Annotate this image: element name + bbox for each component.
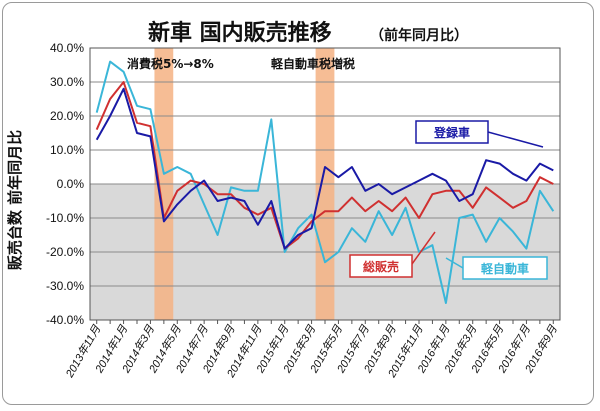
legend-label-1: 登録車 <box>433 125 470 140</box>
chart-title: 新車 国内販売推移 <box>148 20 332 46</box>
y-tick-label: 0.0% <box>57 177 85 191</box>
legend-box-2 <box>349 254 413 278</box>
y-tick-label: 30.0% <box>50 75 84 89</box>
y-tick-label: 10.0% <box>50 143 84 157</box>
legend-box-3 <box>462 256 548 280</box>
legend-leader-1 <box>487 131 544 148</box>
series-line-2 <box>95 81 554 250</box>
legend-label-2: 総販売 <box>363 259 399 274</box>
y-tick-label: -30.0% <box>46 279 84 293</box>
legend-leader-3 <box>445 257 464 269</box>
legend-leader-2 <box>411 231 436 265</box>
y-tick-label: 40.0% <box>50 41 84 55</box>
annotation-kei-tax: 軽自動車税増税 <box>271 56 355 71</box>
series-line-3 <box>95 60 555 304</box>
chart-subtitle: （前年同月比） <box>370 27 468 44</box>
y-tick-label: -40.0% <box>46 313 84 327</box>
y-tick-label: -10.0% <box>46 211 84 225</box>
y-tick-label: 20.0% <box>50 109 84 123</box>
legend-label-3: 軽自動車 <box>481 261 529 276</box>
legend-box-1 <box>415 120 489 144</box>
y-tick-label: -20.0% <box>46 245 84 259</box>
series-line-1 <box>95 87 554 250</box>
annotation-tax-hike: 消費税5%→8% <box>127 56 214 71</box>
y-axis-label: 販売台数 前年同月比 <box>6 130 24 270</box>
